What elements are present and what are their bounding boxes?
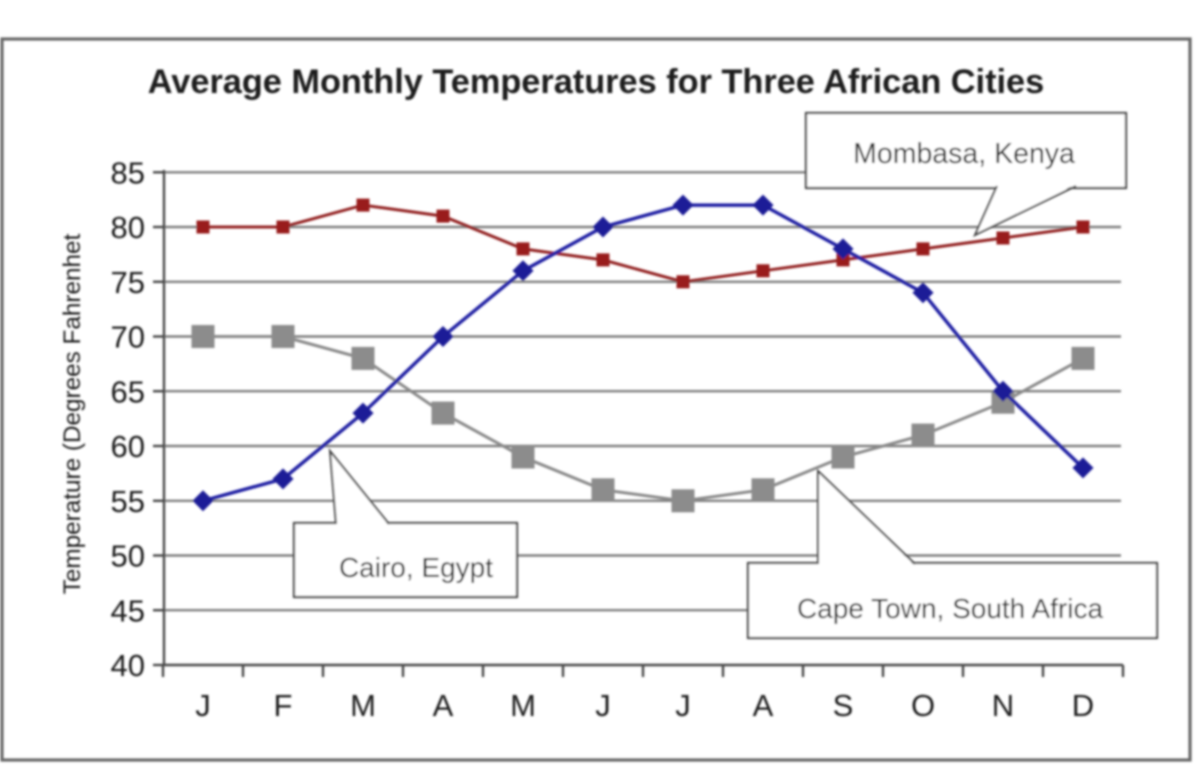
svg-text:N: N (992, 688, 1014, 723)
svg-text:M: M (350, 688, 376, 723)
svg-text:Cairo, Egypt: Cairo, Egypt (339, 552, 493, 583)
svg-text:A: A (433, 688, 454, 723)
svg-text:70: 70 (111, 320, 145, 355)
svg-text:75: 75 (111, 265, 145, 300)
svg-text:D: D (1072, 688, 1094, 723)
svg-text:J: J (595, 688, 611, 723)
svg-text:80: 80 (111, 210, 145, 245)
svg-text:S: S (833, 688, 854, 723)
svg-text:Mombasa, Kenya: Mombasa, Kenya (853, 138, 1075, 170)
svg-text:45: 45 (111, 593, 145, 628)
svg-text:O: O (911, 688, 935, 723)
svg-text:M: M (510, 688, 536, 723)
svg-text:65: 65 (111, 374, 145, 409)
svg-text:50: 50 (111, 539, 145, 574)
svg-text:J: J (195, 688, 211, 723)
svg-text:Average Monthly Temperatures f: Average Monthly Temperatures for Three A… (148, 63, 1044, 101)
svg-text:55: 55 (111, 484, 145, 519)
svg-text:A: A (753, 688, 774, 723)
svg-text:Temperature (Degrees Fahrenhet: Temperature (Degrees Fahrenhet (59, 233, 86, 594)
svg-text:J: J (675, 688, 691, 723)
svg-text:40: 40 (111, 648, 145, 683)
svg-text:F: F (274, 688, 293, 723)
svg-text:60: 60 (111, 429, 145, 464)
svg-text:85: 85 (111, 156, 145, 191)
svg-text:Cape Town, South Africa: Cape Town, South Africa (797, 593, 1104, 624)
